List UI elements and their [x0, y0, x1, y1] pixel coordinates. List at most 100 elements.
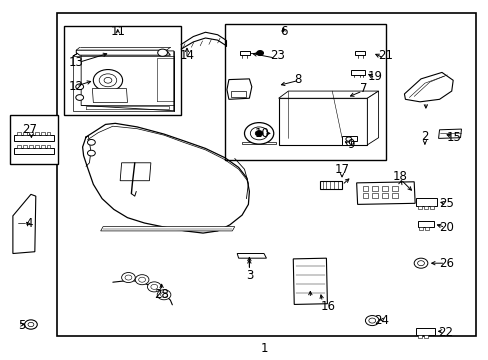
- Text: 14: 14: [179, 49, 194, 62]
- Circle shape: [255, 131, 263, 136]
- Text: 16: 16: [320, 300, 335, 313]
- Text: 28: 28: [154, 288, 169, 301]
- Circle shape: [99, 74, 117, 87]
- Polygon shape: [14, 148, 54, 154]
- Polygon shape: [29, 132, 33, 135]
- Polygon shape: [417, 206, 421, 209]
- Circle shape: [87, 150, 95, 156]
- Text: 10: 10: [255, 127, 269, 140]
- Circle shape: [368, 318, 375, 323]
- Text: 23: 23: [269, 49, 284, 62]
- Polygon shape: [341, 136, 356, 145]
- Polygon shape: [46, 145, 50, 148]
- Circle shape: [139, 277, 145, 282]
- Polygon shape: [120, 163, 151, 181]
- Polygon shape: [278, 98, 366, 145]
- Text: 6: 6: [279, 25, 286, 38]
- Polygon shape: [278, 91, 378, 98]
- Polygon shape: [92, 89, 127, 103]
- Text: 22: 22: [437, 326, 452, 339]
- Text: 1: 1: [260, 342, 267, 355]
- Polygon shape: [415, 198, 436, 206]
- Polygon shape: [230, 91, 246, 97]
- Text: 9: 9: [346, 138, 354, 150]
- Text: 18: 18: [392, 170, 407, 183]
- Polygon shape: [418, 227, 422, 230]
- Polygon shape: [242, 142, 276, 144]
- Polygon shape: [366, 91, 378, 145]
- Polygon shape: [371, 193, 377, 198]
- Circle shape: [93, 69, 122, 91]
- Circle shape: [413, 258, 427, 268]
- Text: 21: 21: [378, 49, 393, 62]
- Polygon shape: [381, 193, 387, 198]
- Circle shape: [417, 261, 424, 266]
- Polygon shape: [41, 132, 44, 135]
- Polygon shape: [423, 335, 427, 338]
- Circle shape: [256, 50, 263, 55]
- Polygon shape: [404, 72, 452, 102]
- Polygon shape: [438, 129, 461, 138]
- Circle shape: [345, 137, 351, 141]
- Polygon shape: [293, 258, 327, 305]
- Polygon shape: [239, 51, 250, 55]
- Text: 7: 7: [360, 82, 367, 95]
- Bar: [57, 13, 475, 336]
- Text: 3: 3: [245, 269, 253, 282]
- Polygon shape: [35, 145, 39, 148]
- Text: 2: 2: [420, 130, 428, 144]
- Polygon shape: [350, 69, 365, 75]
- Text: 24: 24: [374, 314, 389, 327]
- Text: 5: 5: [18, 319, 25, 332]
- Polygon shape: [23, 132, 27, 135]
- Text: 27: 27: [22, 123, 38, 136]
- Circle shape: [250, 127, 267, 140]
- Text: 26: 26: [438, 257, 453, 270]
- Text: 25: 25: [439, 197, 453, 210]
- Polygon shape: [46, 132, 50, 135]
- Circle shape: [365, 316, 378, 325]
- Text: 13: 13: [69, 56, 83, 69]
- Bar: [10, 116, 58, 164]
- Polygon shape: [13, 194, 36, 253]
- Text: 11: 11: [110, 25, 125, 38]
- Text: 17: 17: [334, 163, 349, 176]
- Circle shape: [125, 275, 132, 280]
- Text: 15: 15: [446, 131, 461, 144]
- Text: 19: 19: [367, 69, 382, 82]
- Circle shape: [24, 320, 37, 329]
- Circle shape: [244, 123, 273, 144]
- Bar: [224, 24, 385, 160]
- Polygon shape: [14, 135, 54, 141]
- Circle shape: [76, 84, 83, 90]
- Polygon shape: [362, 186, 367, 191]
- Polygon shape: [76, 50, 170, 55]
- Polygon shape: [320, 181, 341, 189]
- Circle shape: [104, 77, 112, 83]
- Circle shape: [151, 284, 158, 289]
- Polygon shape: [101, 226, 234, 231]
- Circle shape: [135, 275, 149, 285]
- Circle shape: [76, 95, 83, 100]
- Polygon shape: [391, 186, 397, 191]
- Polygon shape: [381, 186, 387, 191]
- Circle shape: [158, 49, 167, 56]
- Text: 4: 4: [25, 216, 33, 230]
- Polygon shape: [17, 145, 21, 148]
- Circle shape: [28, 322, 34, 327]
- Polygon shape: [237, 253, 266, 258]
- Text: 12: 12: [69, 80, 83, 93]
- Polygon shape: [362, 193, 367, 198]
- Polygon shape: [371, 186, 377, 191]
- Polygon shape: [29, 145, 33, 148]
- Bar: [64, 26, 181, 116]
- Polygon shape: [424, 227, 428, 230]
- Polygon shape: [41, 145, 44, 148]
- Circle shape: [160, 292, 167, 297]
- Polygon shape: [226, 79, 251, 99]
- Polygon shape: [23, 145, 27, 148]
- Circle shape: [147, 282, 161, 292]
- Circle shape: [87, 139, 95, 145]
- Polygon shape: [35, 132, 39, 135]
- Polygon shape: [423, 206, 427, 209]
